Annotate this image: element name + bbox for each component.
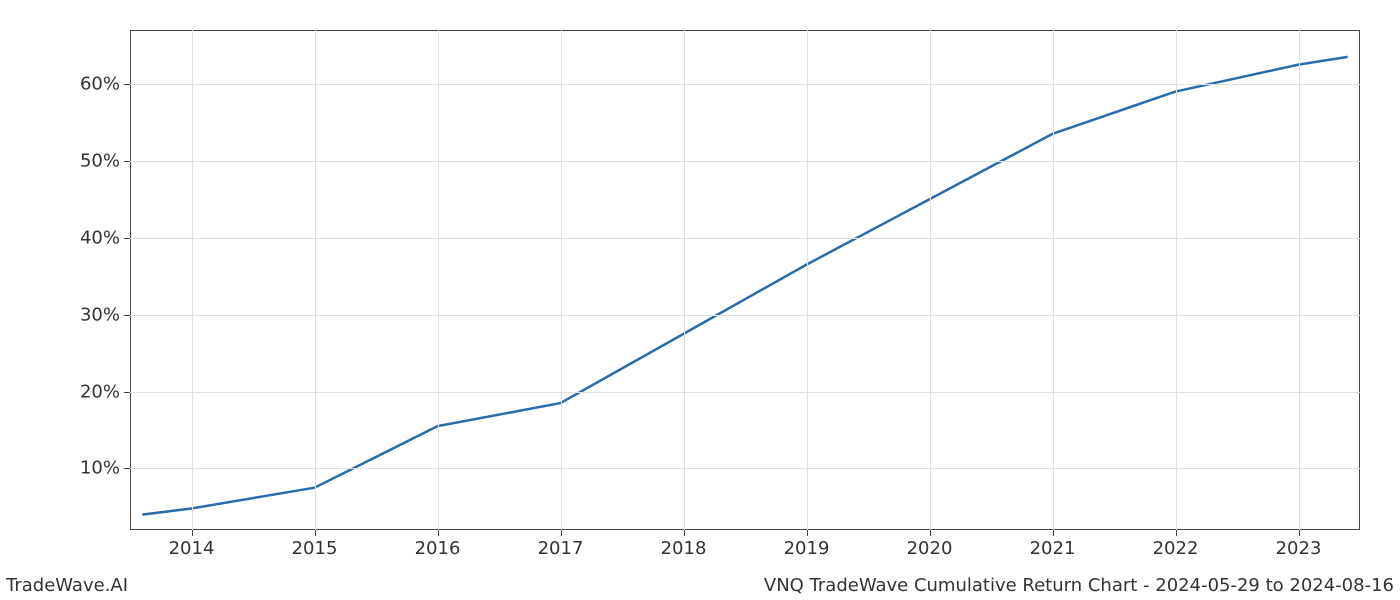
ytick-label: 60% [80, 73, 120, 94]
footer-right-text: VNQ TradeWave Cumulative Return Chart - … [764, 575, 1394, 596]
gridline-vertical [807, 30, 808, 530]
xtick-label: 2022 [1153, 538, 1199, 559]
ytick-mark [124, 238, 130, 239]
xtick-label: 2021 [1030, 538, 1076, 559]
xtick-mark [930, 530, 931, 536]
ytick-label: 40% [80, 227, 120, 248]
xtick-label: 2015 [292, 538, 338, 559]
gridline-vertical [1176, 30, 1177, 530]
xtick-mark [438, 530, 439, 536]
series-line [142, 57, 1347, 515]
gridline-horizontal [130, 161, 1360, 162]
plot-area: 2014201520162017201820192020202120222023… [130, 30, 1360, 530]
xtick-label: 2019 [784, 538, 830, 559]
gridline-horizontal [130, 84, 1360, 85]
xtick-mark [684, 530, 685, 536]
chart-container: 2014 2015 2016 2017 2018 2019 2020 2021 2022 2023… [0, 0, 1400, 600]
gridline-vertical [192, 30, 193, 530]
gridline-horizontal [130, 315, 1360, 316]
xtick-mark [807, 530, 808, 536]
ytick-label: 10% [80, 458, 120, 479]
xtick-label: 2017 [538, 538, 584, 559]
xtick-label: 2014 [169, 538, 215, 559]
ytick-mark [124, 161, 130, 162]
gridline-vertical [684, 30, 685, 530]
gridline-vertical [438, 30, 439, 530]
gridline-vertical [561, 30, 562, 530]
xtick-mark [192, 530, 193, 536]
ytick-label: 50% [80, 150, 120, 171]
ytick-mark [124, 468, 130, 469]
ytick-label: 30% [80, 304, 120, 325]
xtick-mark [1176, 530, 1177, 536]
gridline-horizontal [130, 392, 1360, 393]
gridline-vertical [315, 30, 316, 530]
xtick-mark [1299, 530, 1300, 536]
xtick-mark [1053, 530, 1054, 536]
ytick-mark [124, 84, 130, 85]
gridline-horizontal [130, 468, 1360, 469]
gridline-horizontal [130, 238, 1360, 239]
xtick-label: 2018 [661, 538, 707, 559]
gridline-vertical [1053, 30, 1054, 530]
xtick-mark [561, 530, 562, 536]
xtick-label: 2023 [1276, 538, 1322, 559]
gridline-vertical [1299, 30, 1300, 530]
ytick-label: 20% [80, 381, 120, 402]
xtick-label: 2020 [907, 538, 953, 559]
ytick-mark [124, 315, 130, 316]
footer-left-text: TradeWave.AI [6, 575, 128, 596]
gridline-vertical [930, 30, 931, 530]
xtick-label: 2016 [415, 538, 461, 559]
xtick-mark [315, 530, 316, 536]
ytick-mark [124, 392, 130, 393]
